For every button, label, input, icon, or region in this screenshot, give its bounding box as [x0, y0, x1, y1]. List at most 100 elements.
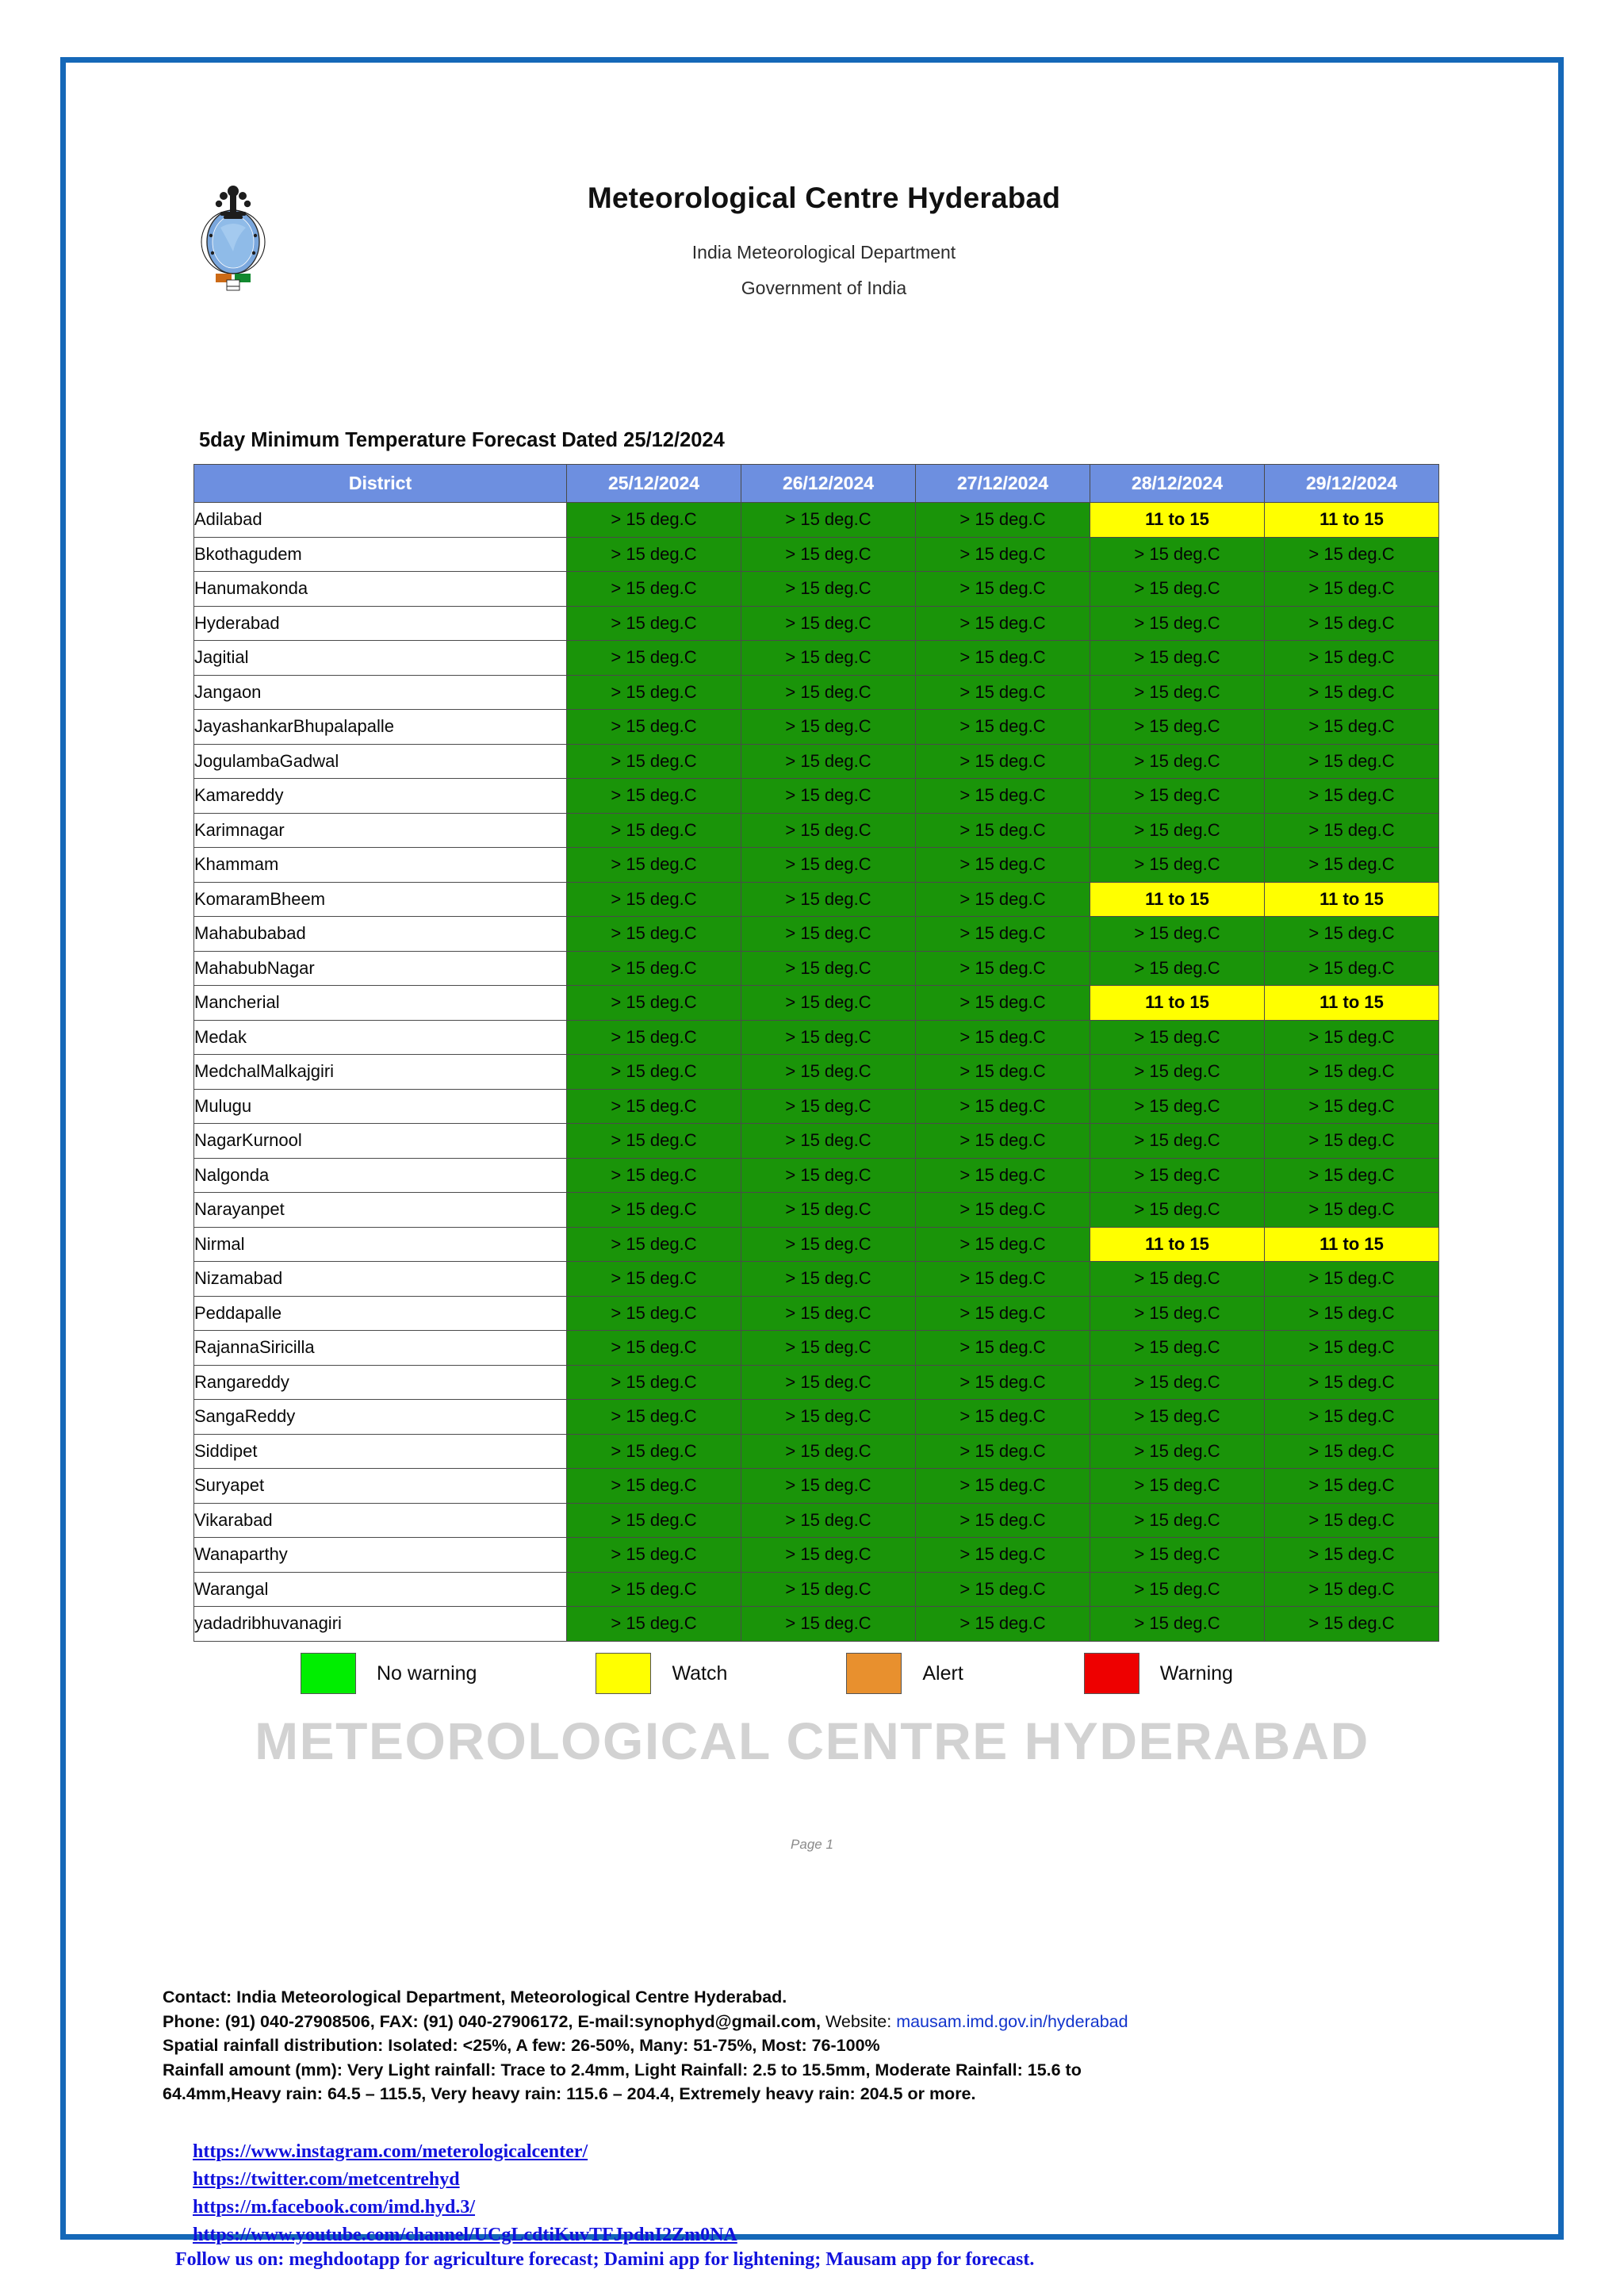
district-name-cell: Mahabubabad — [193, 916, 567, 952]
legend-swatch-alert — [846, 1653, 902, 1694]
district-name-cell: Wanaparthy — [193, 1537, 567, 1573]
legend-item-watch: Watch — [596, 1653, 727, 1694]
table-row: Warangal > 15 deg.C > 15 deg.C > 15 deg.C > … — [193, 1571, 1439, 1607]
forecast-cell: > 15 deg.C — [566, 916, 741, 952]
forecast-cell: > 15 deg.C — [1090, 1019, 1265, 1055]
table-row: Nizamabad > 15 deg.C > 15 deg.C > 15 deg.C >… — [193, 1261, 1439, 1297]
legend-label-no-warning: No warning — [377, 1662, 477, 1685]
forecast-cell: > 15 deg.C — [1090, 1054, 1265, 1090]
department-name: India Meteorological Department — [691, 242, 956, 263]
instagram-link[interactable]: https://www.instagram.com/meterologicalc… — [193, 2141, 588, 2162]
district-name-cell: Mancherial — [193, 985, 567, 1021]
forecast-cell: > 15 deg.C — [566, 1226, 741, 1262]
forecast-cell: > 15 deg.C — [1090, 1399, 1265, 1435]
forecast-cell: > 15 deg.C — [1090, 1606, 1265, 1642]
forecast-cell: > 15 deg.C — [1090, 1261, 1265, 1297]
forecast-cell: > 15 deg.C — [566, 1261, 741, 1297]
forecast-cell: > 15 deg.C — [1264, 1157, 1439, 1193]
forecast-cell: > 15 deg.C — [566, 1330, 741, 1366]
legend-swatch-no-warning — [301, 1653, 356, 1694]
table-row: Suryapet > 15 deg.C > 15 deg.C > 15 deg.C > … — [193, 1468, 1439, 1504]
district-name-cell: Warangal — [193, 1571, 567, 1607]
column-header-day3: 27/12/2024 — [915, 464, 1090, 503]
forecast-cell: > 15 deg.C — [1090, 571, 1265, 607]
forecast-cell: > 15 deg.C — [915, 640, 1090, 676]
document-page: Meteorological Centre Hyderabad India Me… — [60, 57, 1564, 2270]
forecast-cell: > 15 deg.C — [566, 812, 741, 848]
footer-contact-line: Contact: India Meteorological Department… — [163, 1987, 787, 2007]
twitter-link[interactable]: https://twitter.com/metcentrehyd — [193, 2169, 460, 2190]
forecast-cell: > 15 deg.C — [741, 985, 916, 1021]
forecast-cell: > 15 deg.C — [1090, 1330, 1265, 1366]
forecast-cell: > 15 deg.C — [1090, 536, 1265, 572]
forecast-cell: > 15 deg.C — [1264, 1502, 1439, 1538]
forecast-cell: > 15 deg.C — [566, 1157, 741, 1193]
forecast-cell: > 15 deg.C — [1090, 674, 1265, 710]
forecast-cell: > 15 deg.C — [741, 743, 916, 779]
legend: No warning Watch Alert Warning — [193, 1653, 1438, 1694]
forecast-cell: > 15 deg.C — [1090, 1088, 1265, 1124]
district-name-cell: Khammam — [193, 847, 567, 883]
table-row: Wanaparthy > 15 deg.C > 15 deg.C > 15 deg.C… — [193, 1537, 1439, 1573]
forecast-cell: > 15 deg.C — [1264, 1399, 1439, 1435]
column-header-day2: 26/12/2024 — [741, 464, 916, 503]
footer-phone-text: Phone: (91) 040-27908506, FAX: (91) 040-… — [163, 2011, 821, 2031]
forecast-cell: > 15 deg.C — [741, 847, 916, 883]
table-header-row: District 25/12/2024 26/12/2024 27/12/202… — [193, 464, 1439, 503]
forecast-cell: > 15 deg.C — [566, 1606, 741, 1642]
forecast-cell: > 15 deg.C — [741, 1261, 916, 1297]
forecast-cell: > 15 deg.C — [566, 1502, 741, 1538]
forecast-cell: > 15 deg.C — [566, 1054, 741, 1090]
forecast-cell: > 15 deg.C — [915, 536, 1090, 572]
table-row: MedchalMalkajgiri > 15 deg.C > 15 deg.C > 1… — [193, 1054, 1439, 1090]
footer-website-url[interactable]: mausam.imd.gov.in/hyderabad — [896, 2011, 1128, 2031]
forecast-cell: > 15 deg.C — [915, 674, 1090, 710]
district-name-cell: Suryapet — [193, 1468, 567, 1504]
forecast-cell: > 15 deg.C — [915, 1537, 1090, 1573]
forecast-cell: > 15 deg.C — [741, 1088, 916, 1124]
district-name-cell: Bkothagudem — [193, 536, 567, 572]
forecast-cell: > 15 deg.C — [915, 1157, 1090, 1193]
forecast-cell: > 15 deg.C — [566, 950, 741, 986]
forecast-cell: > 15 deg.C — [566, 1192, 741, 1228]
footer-spatial-line: Spatial rainfall distribution: Isolated:… — [163, 2036, 880, 2055]
forecast-cell: > 15 deg.C — [915, 1192, 1090, 1228]
table-row: Adilabad > 15 deg.C > 15 deg.C > 15 deg.C 11… — [193, 502, 1439, 538]
forecast-cell: > 15 deg.C — [915, 1123, 1090, 1159]
forecast-cell: > 15 deg.C — [741, 1537, 916, 1573]
youtube-link[interactable]: https://www.youtube.com/channel/UCgLcdti… — [193, 2225, 737, 2245]
forecast-cell: > 15 deg.C — [566, 881, 741, 917]
page-number: Page 1 — [791, 1837, 833, 1852]
forecast-cell: > 15 deg.C — [915, 1019, 1090, 1055]
facebook-link[interactable]: https://m.facebook.com/imd.hyd.3/ — [193, 2197, 476, 2217]
forecast-cell: > 15 deg.C — [915, 1295, 1090, 1331]
footer-rainfall-line-2: 64.4mm,Heavy rain: 64.5 – 115.5, Very he… — [163, 2084, 976, 2103]
forecast-cell: > 15 deg.C — [566, 1399, 741, 1435]
district-name-cell: Karimnagar — [193, 812, 567, 848]
forecast-cell: > 15 deg.C — [1264, 1295, 1439, 1331]
forecast-cell: > 15 deg.C — [915, 1399, 1090, 1435]
forecast-cell: > 15 deg.C — [566, 502, 741, 538]
forecast-cell: > 15 deg.C — [741, 881, 916, 917]
forecast-cell: > 15 deg.C — [1264, 571, 1439, 607]
footer-phone-line: Phone: (91) 040-27908506, FAX: (91) 040-… — [163, 2010, 1590, 2034]
forecast-cell: > 15 deg.C — [1264, 605, 1439, 641]
legend-label-watch: Watch — [672, 1662, 728, 1685]
forecast-cell: > 15 deg.C — [915, 1502, 1090, 1538]
forecast-cell: > 15 deg.C — [566, 1537, 741, 1573]
forecast-cell: 11 to 15 — [1090, 881, 1265, 917]
legend-label-alert: Alert — [922, 1662, 963, 1685]
forecast-cell: > 15 deg.C — [1264, 950, 1439, 986]
watermark: METEOROLOGICAL CENTRE HYDERABAD — [255, 1711, 1369, 1770]
table-row: Peddapalle > 15 deg.C > 15 deg.C > 15 deg.C… — [193, 1295, 1439, 1331]
forecast-cell: > 15 deg.C — [741, 1330, 916, 1366]
forecast-cell: 11 to 15 — [1264, 502, 1439, 538]
table-row: JayashankarBhupalapalle > 15 deg.C > 15 de… — [193, 709, 1439, 745]
legend-item-warning: Warning — [1083, 1653, 1233, 1694]
district-name-cell: Rangareddy — [193, 1364, 567, 1400]
forecast-cell: > 15 deg.C — [915, 985, 1090, 1021]
forecast-cell: > 15 deg.C — [915, 950, 1090, 986]
forecast-cell: > 15 deg.C — [1090, 1571, 1265, 1607]
forecast-cell: > 15 deg.C — [741, 709, 916, 745]
footer-rainfall-line-1: Rainfall amount (mm): Very Light rainfal… — [163, 2060, 1082, 2079]
